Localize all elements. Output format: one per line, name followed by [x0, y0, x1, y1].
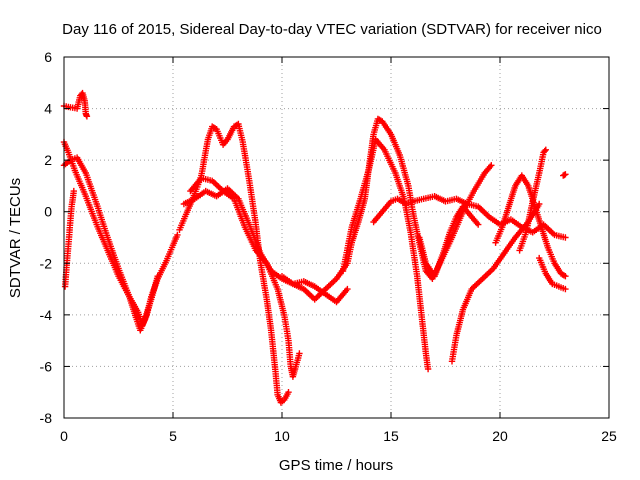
- series-trace-a: [60, 89, 91, 120]
- marker-trace: [187, 175, 303, 380]
- y-tick-label: -4: [40, 307, 53, 323]
- chart-title: Day 116 of 2015, Sidereal Day-to-day VTE…: [62, 21, 602, 38]
- data-marks: [60, 89, 569, 406]
- series-trace-k: [416, 203, 482, 280]
- series-trace-b: [60, 138, 181, 329]
- y-tick-label: 4: [44, 101, 52, 117]
- x-tick-label: 20: [492, 428, 508, 444]
- marker-trace: [60, 89, 91, 120]
- x-tick-label: 25: [601, 428, 617, 444]
- x-tick-label: 10: [274, 428, 290, 444]
- marker-trace: [416, 203, 482, 280]
- axis-ticks: 0 5 10 15 20 25 -8 -6 -4 -2 0 2 4 6: [40, 49, 617, 444]
- marker-trace: [492, 172, 569, 280]
- marker-trace: [60, 138, 181, 329]
- y-tick-label: -6: [40, 358, 53, 374]
- series-trace-n: [516, 146, 549, 254]
- y-tick-label: 2: [44, 152, 52, 168]
- marker-trace: [516, 146, 549, 254]
- y-tick-label: 6: [44, 49, 52, 65]
- x-axis-label: GPS time / hours: [279, 457, 393, 474]
- marker-trace: [60, 154, 161, 334]
- series-trace-g: [187, 175, 303, 380]
- series-trace-m: [492, 172, 569, 280]
- y-tick-label: 0: [44, 204, 52, 220]
- y-tick-label: -2: [40, 255, 53, 271]
- series-trace-p: [560, 171, 569, 179]
- x-tick-label: 15: [383, 428, 399, 444]
- marker-trace: [560, 171, 569, 179]
- x-tick-label: 0: [60, 428, 68, 444]
- grid: [64, 57, 609, 418]
- series-trace-o: [536, 254, 569, 293]
- marker-trace: [176, 120, 292, 406]
- series-trace-c: [60, 154, 161, 334]
- marker-trace: [339, 136, 432, 373]
- series-trace-i: [339, 136, 432, 373]
- plot-frame: [63, 56, 610, 419]
- y-axis-label: SDTVAR / TECUs: [7, 178, 24, 298]
- marker-trace: [536, 254, 569, 293]
- y-tick-label: -8: [40, 410, 53, 426]
- series-trace-e: [176, 120, 292, 406]
- x-tick-label: 5: [169, 428, 177, 444]
